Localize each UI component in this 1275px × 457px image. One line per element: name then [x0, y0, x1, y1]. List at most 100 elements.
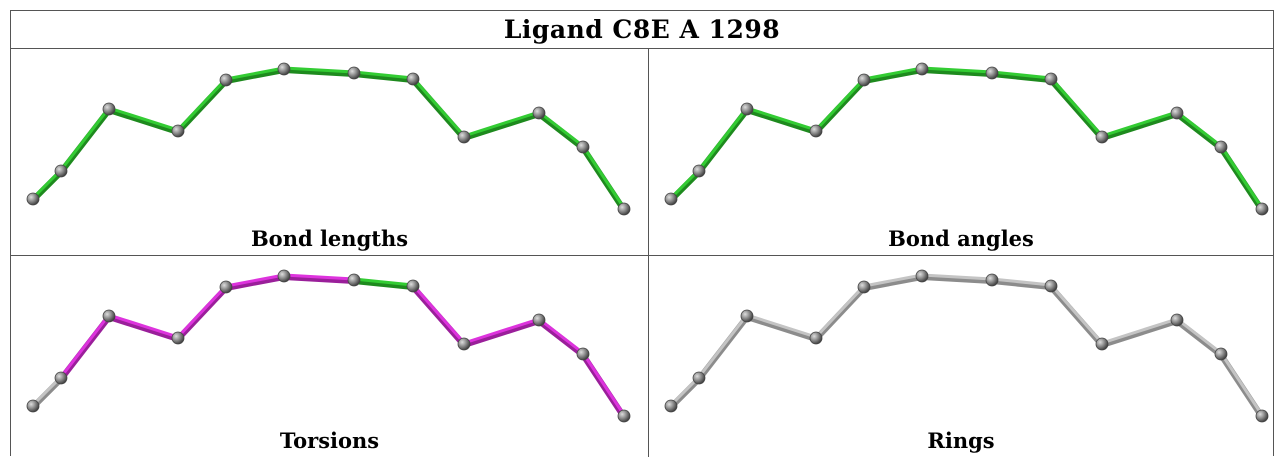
atom: [985, 66, 999, 80]
bond: [462, 110, 541, 138]
panel-label-torsions: Torsions: [279, 428, 380, 453]
bond: [1100, 110, 1179, 138]
bond: [697, 106, 749, 172]
panel-rings: Rings: [649, 256, 1273, 457]
bond: [59, 106, 111, 172]
atom: [171, 124, 185, 138]
atom: [576, 140, 590, 154]
atom: [406, 72, 420, 86]
bond: [862, 66, 924, 81]
atom: [277, 269, 291, 283]
atom: [664, 399, 678, 413]
atom: [102, 102, 116, 116]
bond: [537, 317, 585, 355]
atom: [740, 309, 754, 323]
bond: [990, 70, 1053, 80]
atom: [26, 192, 40, 206]
bond: [107, 313, 180, 339]
atom: [915, 62, 929, 76]
bond: [352, 277, 415, 287]
bond: [282, 66, 356, 74]
bond: [462, 317, 541, 345]
atom-group: [664, 62, 1269, 216]
bond-group: [668, 66, 1265, 213]
bond: [581, 144, 626, 210]
atom: [347, 273, 361, 287]
molecule-diagram-rings: [664, 269, 1269, 423]
bond-group: [30, 273, 627, 420]
bond: [176, 77, 228, 132]
atom: [857, 73, 871, 87]
bond-shadow: [989, 278, 1054, 290]
bond-shadow: [1099, 318, 1180, 348]
bond-shadow: [281, 67, 357, 77]
bond: [1100, 317, 1179, 345]
bond-shadow: [1174, 318, 1224, 358]
atom: [809, 331, 823, 345]
atom-group: [26, 269, 631, 423]
bond: [697, 313, 749, 379]
bond: [745, 313, 818, 339]
atom: [576, 347, 590, 361]
bond: [224, 66, 286, 81]
atom: [277, 62, 291, 76]
atom: [219, 280, 233, 294]
bond: [224, 273, 286, 288]
figure-title: Ligand C8E A 1298: [11, 11, 1273, 49]
molecule-diagram-bond-lengths: [26, 62, 631, 216]
bond-shadow: [106, 107, 181, 135]
atom: [171, 331, 185, 345]
bond: [411, 76, 466, 138]
atom: [457, 337, 471, 351]
bond-shadow: [744, 314, 819, 342]
bond-shadow: [461, 111, 542, 141]
ligand-validation-figure: Ligand C8E A 1298 Bond lengths Bond angl…: [10, 10, 1274, 457]
atom: [740, 102, 754, 116]
bond: [862, 273, 924, 288]
atom: [1255, 202, 1269, 216]
bond: [1049, 76, 1104, 138]
atom: [1044, 279, 1058, 293]
bond: [990, 277, 1053, 287]
panel-bond-angles: Bond angles: [649, 49, 1273, 256]
atom: [664, 192, 678, 206]
panel-label-bond-angles: Bond angles: [888, 226, 1034, 251]
bond: [107, 106, 180, 132]
bond: [920, 273, 994, 281]
panel-label-bond-lengths: Bond lengths: [250, 226, 409, 251]
bond: [1175, 110, 1223, 148]
bond-shadow: [536, 318, 586, 358]
bond-shadow: [744, 107, 819, 135]
atom: [1255, 409, 1269, 423]
atom: [692, 164, 706, 178]
atom: [857, 280, 871, 294]
panel-torsions: Torsions: [11, 256, 649, 457]
bond: [920, 66, 994, 74]
bond-shadow: [989, 71, 1054, 83]
bond: [814, 284, 866, 339]
atom: [1095, 337, 1109, 351]
atom: [1170, 106, 1184, 120]
atom: [219, 73, 233, 87]
bond: [1219, 144, 1264, 210]
panel-label-rings: Rings: [927, 428, 995, 453]
bond: [537, 110, 585, 148]
bond: [1175, 317, 1223, 355]
bond-shadow: [281, 274, 357, 284]
atom: [1044, 72, 1058, 86]
bond: [1049, 283, 1104, 345]
atom: [532, 106, 546, 120]
bond: [814, 77, 866, 132]
atom-group: [664, 269, 1269, 423]
bond: [176, 284, 228, 339]
atom: [617, 202, 631, 216]
molecule-diagram-bond-angles: [664, 62, 1269, 216]
atom: [532, 313, 546, 327]
bond-shadow: [351, 278, 416, 290]
atom: [1214, 347, 1228, 361]
bond-group: [30, 66, 627, 213]
bond-shadow: [861, 67, 925, 84]
atom: [406, 279, 420, 293]
atom: [457, 130, 471, 144]
bond-shadow: [351, 71, 416, 83]
